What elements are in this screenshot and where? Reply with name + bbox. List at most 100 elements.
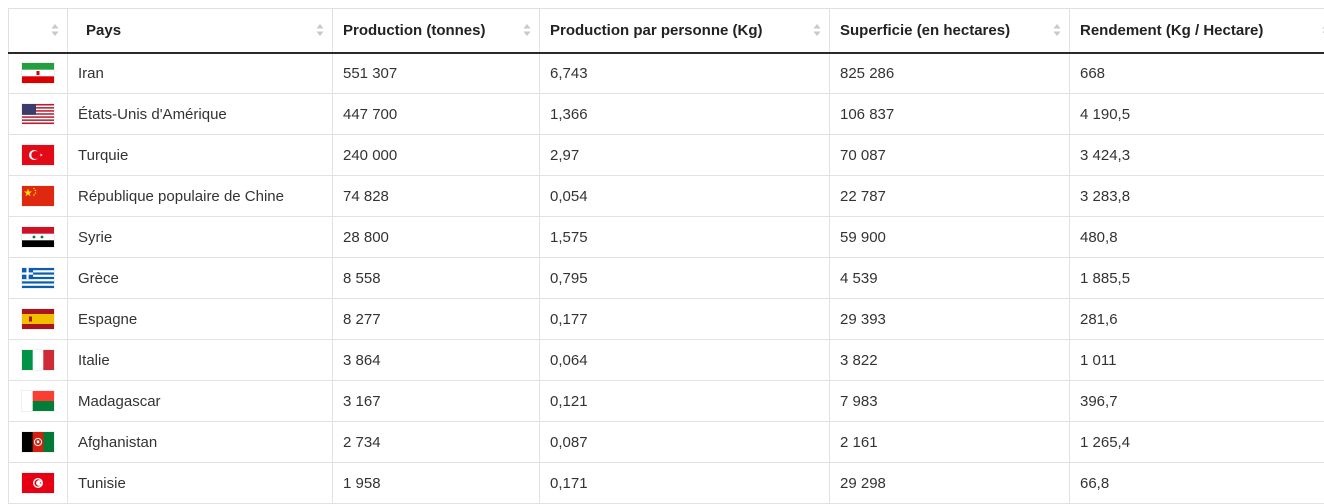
- cell-pays: République populaire de Chine: [68, 176, 333, 217]
- cell-rendement: 281,6: [1070, 299, 1324, 340]
- cell-pays: Turquie: [68, 135, 333, 176]
- cell-par-personne: 0,171: [540, 463, 830, 504]
- turkey-flag-icon: [22, 145, 54, 165]
- flag-cell: [9, 217, 68, 258]
- column-header-superficie[interactable]: Superficie (en hectares): [830, 9, 1070, 53]
- sort-both-icon[interactable]: [813, 23, 821, 37]
- cell-pays: Italie: [68, 340, 333, 381]
- madagascar-flag-icon: [22, 391, 54, 411]
- cell-pays: Espagne: [68, 299, 333, 340]
- tunisia-flag-icon: [22, 473, 54, 493]
- spain-flag-icon: [22, 309, 54, 329]
- cell-pays: Grèce: [68, 258, 333, 299]
- flag-cell: [9, 340, 68, 381]
- cell-superficie: 70 087: [830, 135, 1070, 176]
- column-header-production-label: Production (tonnes): [343, 22, 486, 39]
- cell-superficie: 29 393: [830, 299, 1070, 340]
- column-header-par-personne-label: Production par personne (Kg): [550, 22, 763, 39]
- cell-production: 3 167: [333, 381, 540, 422]
- sort-both-icon[interactable]: [523, 23, 531, 37]
- cell-rendement: 480,8: [1070, 217, 1324, 258]
- cell-par-personne: 0,121: [540, 381, 830, 422]
- cell-par-personne: 0,177: [540, 299, 830, 340]
- column-header-production[interactable]: Production (tonnes): [333, 9, 540, 53]
- cell-rendement: 66,8: [1070, 463, 1324, 504]
- cell-pays: États-Unis d'Amérique: [68, 94, 333, 135]
- cell-production: 551 307: [333, 53, 540, 94]
- cell-production: 28 800: [333, 217, 540, 258]
- cell-superficie: 59 900: [830, 217, 1070, 258]
- cell-production: 3 864: [333, 340, 540, 381]
- sort-both-icon[interactable]: [1053, 23, 1061, 37]
- cell-rendement: 1 265,4: [1070, 422, 1324, 463]
- cell-pays: Syrie: [68, 217, 333, 258]
- cell-production: 8 277: [333, 299, 540, 340]
- flag-cell: [9, 422, 68, 463]
- cell-pays: Tunisie: [68, 463, 333, 504]
- cell-production: 2 734: [333, 422, 540, 463]
- cell-production: 74 828: [333, 176, 540, 217]
- cell-par-personne: 0,795: [540, 258, 830, 299]
- syria-flag-icon: [22, 227, 54, 247]
- cell-production: 447 700: [333, 94, 540, 135]
- flag-cell: [9, 463, 68, 504]
- cell-par-personne: 0,064: [540, 340, 830, 381]
- cell-rendement: 1 011: [1070, 340, 1324, 381]
- cell-par-personne: 6,743: [540, 53, 830, 94]
- sort-both-icon[interactable]: [51, 23, 59, 37]
- cell-rendement: 1 885,5: [1070, 258, 1324, 299]
- cell-par-personne: 1,575: [540, 217, 830, 258]
- flag-cell: [9, 299, 68, 340]
- cell-production: 1 958: [333, 463, 540, 504]
- cell-par-personne: 1,366: [540, 94, 830, 135]
- cell-rendement: 3 283,8: [1070, 176, 1324, 217]
- flag-cell: [9, 176, 68, 217]
- cell-par-personne: 0,087: [540, 422, 830, 463]
- flag-cell: [9, 53, 68, 94]
- column-header-rendement[interactable]: Rendement (Kg / Hectare): [1070, 9, 1324, 53]
- cell-superficie: 29 298: [830, 463, 1070, 504]
- flag-cell: [9, 135, 68, 176]
- iran-flag-icon: [22, 63, 54, 83]
- cell-pays: Afghanistan: [68, 422, 333, 463]
- cell-pays: Madagascar: [68, 381, 333, 422]
- pistachio-production-table: Pays Production (tonnes) Production par …: [8, 8, 1324, 504]
- column-header-flag[interactable]: [9, 9, 68, 53]
- column-header-pays-label: Pays: [86, 22, 121, 39]
- cell-superficie: 22 787: [830, 176, 1070, 217]
- column-header-pays[interactable]: Pays: [68, 9, 333, 53]
- cell-par-personne: 0,054: [540, 176, 830, 217]
- greece-flag-icon: [22, 268, 54, 288]
- column-header-par-personne[interactable]: Production par personne (Kg): [540, 9, 830, 53]
- cell-superficie: 106 837: [830, 94, 1070, 135]
- table-header-row: Pays Production (tonnes) Production par …: [9, 9, 1324, 53]
- cell-pays: Iran: [68, 53, 333, 94]
- italy-flag-icon: [22, 350, 54, 370]
- sort-both-icon[interactable]: [316, 23, 324, 37]
- cell-rendement: 3 424,3: [1070, 135, 1324, 176]
- cell-superficie: 7 983: [830, 381, 1070, 422]
- usa-flag-icon: [22, 104, 54, 124]
- cell-par-personne: 2,97: [540, 135, 830, 176]
- cell-rendement: 396,7: [1070, 381, 1324, 422]
- flag-cell: [9, 258, 68, 299]
- china-flag-icon: [22, 186, 54, 206]
- cell-production: 8 558: [333, 258, 540, 299]
- cell-rendement: 668: [1070, 53, 1324, 94]
- cell-rendement: 4 190,5: [1070, 94, 1324, 135]
- flag-cell: [9, 94, 68, 135]
- flag-cell: [9, 381, 68, 422]
- cell-superficie: 3 822: [830, 340, 1070, 381]
